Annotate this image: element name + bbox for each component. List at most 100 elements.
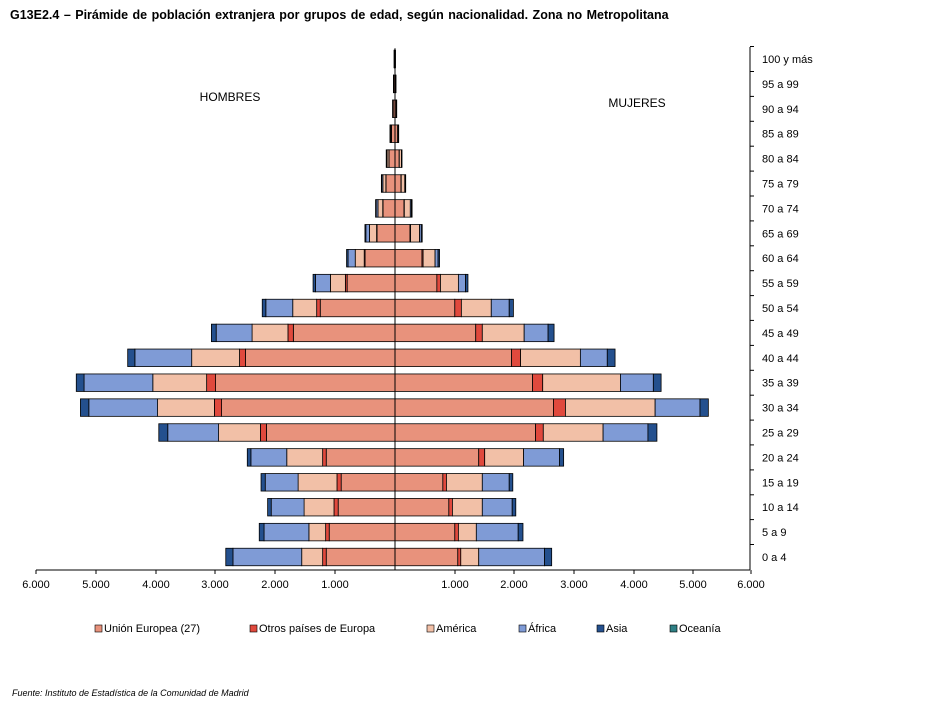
x-tick-label: 2.000	[500, 579, 528, 591]
bar-mujeres-america-60-a-64	[422, 249, 436, 268]
bar-mujeres-otros-paises-de-europa-25-a-29	[535, 423, 544, 442]
bar-mujeres-asia-35-a-39	[652, 373, 662, 392]
bar-hombres-union-europea-27-65-a-69	[376, 224, 396, 243]
age-label-65-a-69: 65 a 69	[762, 228, 799, 240]
bar-hombres-africa-65-a-69	[365, 224, 370, 243]
bar-hombres-asia-5-a-9	[258, 522, 265, 542]
bar-mujeres-asia-20-a-24	[559, 448, 565, 467]
x-tick-label: 6.000	[22, 579, 50, 591]
bar-mujeres-otros-paises-de-europa-5-a-9	[454, 522, 459, 542]
bar-hombres-africa-35-a-39	[83, 373, 154, 392]
bar-mujeres-america-70-a-74	[403, 199, 411, 218]
bar-hombres-africa-40-a-44	[134, 348, 193, 367]
bar-hombres-union-europea-27-20-a-24	[325, 448, 396, 467]
legend-label-asia: Asia	[606, 623, 628, 635]
age-label-60-a-64: 60 a 64	[762, 253, 799, 265]
x-tick-label: 3.000	[560, 579, 588, 591]
bar-mujeres-africa-35-a-39	[620, 373, 654, 392]
bar-mujeres-union-europea-27-70-a-74	[394, 199, 405, 218]
bar-hombres-america-40-a-44	[191, 348, 240, 367]
age-label-45-a-49: 45 a 49	[762, 328, 799, 340]
bar-hombres-africa-20-a-24	[250, 448, 288, 467]
bar-mujeres-asia-10-a-14	[511, 498, 517, 517]
bar-mujeres-otros-paises-de-europa-0-a-4	[457, 547, 462, 567]
bar-hombres-union-europea-27-40-a-44	[245, 348, 396, 367]
x-tick-label: 1.000	[321, 579, 349, 591]
bar-mujeres-africa-45-a-49	[523, 323, 549, 343]
bar-hombres-america-15-a-19	[297, 473, 338, 492]
bar-hombres-union-europea-27-5-a-9	[328, 522, 396, 542]
bar-hombres-union-europea-27-85-a-89	[391, 124, 396, 143]
bar-mujeres-america-0-a-4	[460, 547, 480, 567]
bar-hombres-america-70-a-74	[377, 199, 384, 218]
bar-hombres-africa-15-a-19	[264, 473, 299, 492]
bar-hombres-union-europea-27-60-a-64	[364, 249, 396, 268]
bar-hombres-america-25-a-29	[218, 423, 261, 442]
bar-hombres-otros-paises-de-europa-40-a-44	[239, 348, 246, 367]
bar-hombres-union-europea-27-45-a-49	[292, 323, 396, 343]
bar-mujeres-asia-65-a-69	[420, 224, 423, 243]
bar-mujeres-america-50-a-54	[460, 298, 492, 318]
age-label-35-a-39: 35 a 39	[762, 378, 799, 390]
bar-hombres-union-europea-27-15-a-19	[340, 473, 396, 492]
bar-mujeres-africa-30-a-34	[654, 398, 701, 417]
bar-hombres-union-europea-27-0-a-4	[325, 547, 396, 567]
x-tick-label: 4.000	[620, 579, 648, 591]
bar-mujeres-otros-paises-de-europa-40-a-44	[511, 348, 521, 367]
bar-mujeres-otros-paises-de-europa-10-a-14	[448, 498, 453, 517]
bar-hombres-america-60-a-64	[354, 249, 365, 268]
bar-mujeres-africa-20-a-24	[523, 448, 560, 467]
age-label-90-a-94: 90 a 94	[762, 104, 799, 116]
x-tick-label: 2.000	[261, 579, 289, 591]
age-label-100-y-mas: 100 y más	[762, 54, 813, 66]
bar-hombres-america-10-a-14	[303, 498, 335, 517]
bar-mujeres-america-45-a-49	[481, 323, 525, 343]
legend: Unión Europea (27) Otros países de Europa…	[94, 622, 721, 635]
bar-hombres-asia-25-a-29	[158, 423, 169, 442]
legend-label-africa: África	[528, 622, 557, 635]
bar-mujeres-africa-40-a-44	[579, 348, 608, 367]
bar-mujeres-union-europea-27-80-a-84	[394, 149, 400, 168]
bar-mujeres-union-europea-27-40-a-44	[394, 348, 513, 367]
bar-mujeres-america-40-a-44	[520, 348, 581, 367]
legend-label-otros-paises-de-europa: Otros países de Europa	[259, 623, 376, 635]
age-label-30-a-34: 30 a 34	[762, 403, 799, 415]
legend-swatch-union-europea-27	[94, 624, 103, 633]
bar-mujeres-otros-paises-de-europa-35-a-39	[532, 373, 544, 392]
bar-hombres-union-europea-27-75-a-79	[385, 174, 396, 193]
age-label-10-a-14: 10 a 14	[762, 502, 799, 514]
bar-hombres-africa-50-a-54	[265, 298, 294, 318]
bar-hombres-union-europea-27-55-a-59	[346, 273, 396, 293]
bar-mujeres-union-europea-27-65-a-69	[394, 224, 411, 243]
age-label-50-a-54: 50 a 54	[762, 303, 799, 315]
bar-hombres-asia-10-a-14	[267, 498, 272, 517]
bar-mujeres-asia-5-a-9	[517, 522, 524, 542]
bar-mujeres-america-30-a-34	[565, 398, 656, 417]
bar-hombres-asia-30-a-34	[80, 398, 90, 417]
bar-mujeres-otros-paises-de-europa-45-a-49	[475, 323, 483, 343]
age-label-15-a-19: 15 a 19	[762, 477, 799, 489]
bar-mujeres-africa-25-a-29	[602, 423, 649, 442]
legend-swatch-africa	[518, 624, 527, 633]
bar-mujeres-otros-paises-de-europa-20-a-24	[478, 448, 486, 467]
bar-hombres-america-35-a-39	[152, 373, 208, 392]
x-tick-label: 4.000	[142, 579, 170, 591]
bar-mujeres-america-75-a-79	[400, 174, 406, 193]
bar-hombres-america-0-a-4	[301, 547, 324, 567]
bar-hombres-union-europea-27-10-a-14	[337, 498, 396, 517]
bar-mujeres-otros-paises-de-europa-30-a-34	[553, 398, 566, 417]
age-label-80-a-84: 80 a 84	[762, 154, 799, 166]
bar-mujeres-union-europea-27-5-a-9	[394, 522, 456, 542]
age-label-25-a-29: 25 a 29	[762, 428, 799, 440]
bar-mujeres-union-europea-27-20-a-24	[394, 448, 480, 467]
bar-mujeres-africa-10-a-14	[481, 498, 513, 517]
mujeres-label: MUJERES	[608, 96, 665, 110]
bar-mujeres-union-europea-27-45-a-49	[394, 323, 477, 343]
bar-hombres-africa-45-a-49	[215, 323, 253, 343]
bar-hombres-asia-20-a-24	[246, 448, 252, 467]
bar-hombres-america-65-a-69	[369, 224, 377, 243]
bar-mujeres-asia-55-a-59	[465, 273, 469, 293]
legend-label-union-europea-27: Unión Europea (27)	[104, 623, 200, 635]
bar-hombres-otros-paises-de-europa-25-a-29	[260, 423, 267, 442]
age-label-85-a-89: 85 a 89	[762, 129, 799, 141]
